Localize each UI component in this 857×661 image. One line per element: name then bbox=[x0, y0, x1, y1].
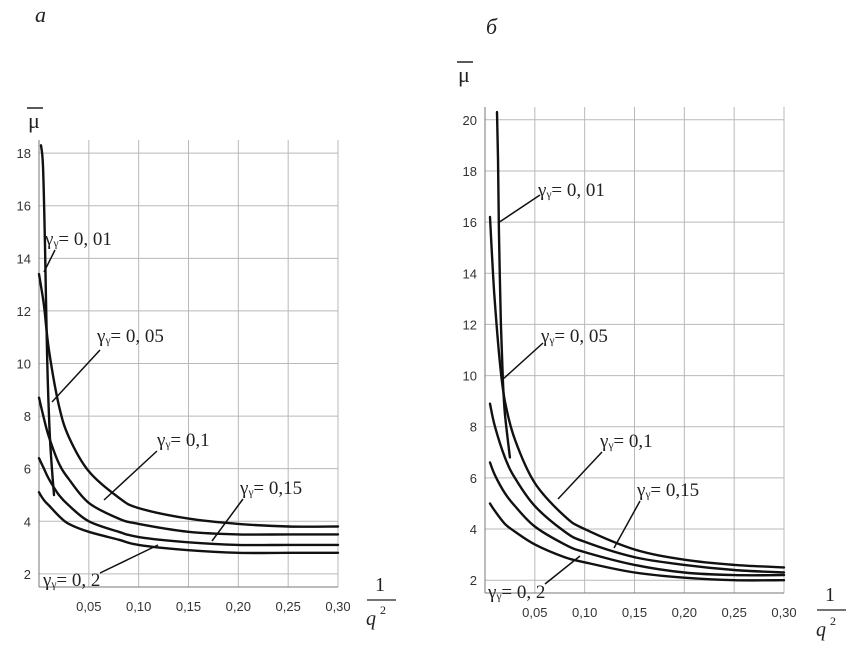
panel-b-y-tick-label: 8 bbox=[470, 420, 477, 435]
panel-b-label-gamma-015: γᵧ= 0,15 bbox=[636, 480, 699, 501]
panel-a-label-gamma-02: γᵧ= 0, 2 bbox=[42, 570, 100, 591]
panel-b-x-axis-label: 1 q 2 bbox=[816, 584, 846, 641]
panel-a-label-gamma-015: γᵧ= 0,15 bbox=[239, 478, 302, 499]
panel-b-x-axis-label-numerator: 1 bbox=[825, 584, 835, 606]
panel-b-x-tick-labels: 0,05 0,10 0,15 0,20 0,25 0,30 bbox=[522, 605, 796, 620]
panel-a-x-axis-label-exponent: 2 bbox=[380, 603, 386, 617]
panel-a-y-tick-label: 12 bbox=[17, 304, 31, 319]
panel-b-y-tick-label: 16 bbox=[463, 215, 477, 230]
panel-a-annotations: γᵧ= 0, 01 γᵧ= 0, 05 γᵧ= 0,1 γᵧ= 0,15 γᵧ=… bbox=[42, 229, 302, 591]
panel-b-letter: б bbox=[486, 14, 498, 39]
panel-a-leader-gamma-015 bbox=[211, 498, 244, 542]
panel-a-leader-gamma-001 bbox=[43, 249, 56, 273]
panel-a-leader-gamma-01 bbox=[103, 450, 158, 501]
panel-a-x-axis-label-numerator: 1 bbox=[375, 574, 385, 596]
panel-a-x-tick-label: 0,15 bbox=[176, 599, 201, 614]
panel-b-y-tick-label: 6 bbox=[470, 471, 477, 486]
panel-b-leader-gamma-005 bbox=[501, 342, 544, 381]
panel-a-series-lines bbox=[37, 144, 340, 555]
panel-a-y-tick-label: 6 bbox=[24, 462, 31, 477]
panel-b-x-axis-label-exponent: 2 bbox=[830, 614, 836, 628]
panel-a-y-tick-label: 16 bbox=[17, 199, 31, 214]
panel-b-x-tick-label: 0,20 bbox=[672, 605, 697, 620]
panel-a-x-tick-labels: 0,05 0,10 0,15 0,20 0,25 0,30 bbox=[76, 599, 350, 614]
panel-a-series-line-0 bbox=[39, 144, 56, 497]
panel-a-leader-gamma-02 bbox=[99, 544, 159, 574]
panel-a-grid bbox=[39, 140, 339, 587]
panel-a-x-tick-label: 0,10 bbox=[126, 599, 151, 614]
panel-a-series-line-4 bbox=[37, 491, 340, 555]
panel-b-frame bbox=[484, 107, 784, 594]
panel-a-x-tick-label: 0,25 bbox=[276, 599, 301, 614]
panel-a-series-line-3 bbox=[37, 457, 340, 547]
panel-b-x-tick-label: 0,25 bbox=[722, 605, 747, 620]
panel-b-leader-gamma-001 bbox=[497, 194, 541, 224]
panel-b-series-line-1 bbox=[488, 215, 786, 569]
panel-a-y-tick-label: 14 bbox=[17, 251, 31, 266]
panel-a-y-tick-label: 8 bbox=[24, 409, 31, 424]
panel-a-series-line-2 bbox=[37, 396, 340, 536]
panel-b-leader-gamma-015 bbox=[613, 500, 641, 549]
panel-b-series-line-3 bbox=[488, 461, 786, 577]
panel-b-y-tick-label: 20 bbox=[463, 113, 477, 128]
panel-b-series-line-4 bbox=[488, 502, 786, 582]
panel-a-frame bbox=[38, 140, 338, 588]
panel-b-y-tick-label: 14 bbox=[463, 266, 477, 281]
panel-a-x-tick-label: 0,05 bbox=[76, 599, 101, 614]
panel-b-label-gamma-01: γᵧ= 0,1 bbox=[599, 431, 653, 452]
panel-b-annotations: γᵧ= 0, 01 γᵧ= 0, 05 γᵧ= 0,1 γᵧ= 0,15 γᵧ=… bbox=[487, 180, 699, 603]
panel-b-label-gamma-02: γᵧ= 0, 2 bbox=[487, 582, 545, 603]
panel-b-y-tick-label: 2 bbox=[470, 573, 477, 588]
panel-b-y-axis-label: μ bbox=[458, 62, 470, 87]
panel-b-y-tick-labels: 2 4 6 8 10 12 14 16 18 20 bbox=[463, 113, 477, 588]
panel-a-y-tick-label: 10 bbox=[17, 357, 31, 372]
panel-a-y-tick-labels: 2 4 6 8 10 12 14 16 18 bbox=[17, 146, 31, 582]
panel-a-y-axis-label: μ bbox=[28, 108, 40, 133]
panel-b-label-gamma-005: γᵧ= 0, 05 bbox=[540, 326, 608, 347]
panel-b-leader-gamma-02 bbox=[544, 555, 581, 585]
panel-b-series-line-2 bbox=[488, 402, 786, 574]
panel-b-y-tick-label: 10 bbox=[463, 369, 477, 384]
panel-a-label-gamma-005: γᵧ= 0, 05 bbox=[96, 326, 164, 347]
panel-a-x-tick-label: 0,20 bbox=[226, 599, 251, 614]
panel-a-y-tick-label: 18 bbox=[17, 146, 31, 161]
panel-b-x-tick-label: 0,10 bbox=[572, 605, 597, 620]
panel-b-grid bbox=[485, 107, 785, 593]
panel-b-y-tick-label: 4 bbox=[470, 522, 477, 537]
panel-b-leader-gamma-01 bbox=[557, 451, 603, 500]
panel-b-y-tick-label: 18 bbox=[463, 164, 477, 179]
panel-a-label-gamma-001: γᵧ= 0, 01 bbox=[44, 229, 112, 250]
panel-a-letter: а bbox=[35, 2, 46, 27]
panel-b-y-tick-label: 12 bbox=[463, 317, 477, 332]
panel-a-x-tick-label: 0,30 bbox=[325, 599, 350, 614]
panel-a-y-tick-label: 4 bbox=[24, 514, 31, 529]
panel-b-x-tick-label: 0,30 bbox=[771, 605, 796, 620]
panel-a-y-tick-label: 2 bbox=[24, 567, 31, 582]
panel-a-series-line-1 bbox=[37, 272, 340, 528]
panel-a-leader-gamma-005 bbox=[51, 349, 101, 403]
panel-b-label-gamma-001: γᵧ= 0, 01 bbox=[537, 180, 605, 201]
panel-b-series-line-0 bbox=[495, 110, 512, 459]
panel-a-x-axis-label: 1 q 2 bbox=[366, 574, 396, 630]
panel-a-label-gamma-01: γᵧ= 0,1 bbox=[156, 430, 210, 451]
panel-b-series-lines bbox=[488, 110, 786, 582]
panel-b-x-tick-label: 0,15 bbox=[622, 605, 647, 620]
panel-b-x-tick-label: 0,05 bbox=[522, 605, 547, 620]
panel-b-x-axis-label-denominator: q bbox=[816, 619, 826, 641]
panel-a-x-axis-label-denominator: q bbox=[366, 608, 376, 630]
